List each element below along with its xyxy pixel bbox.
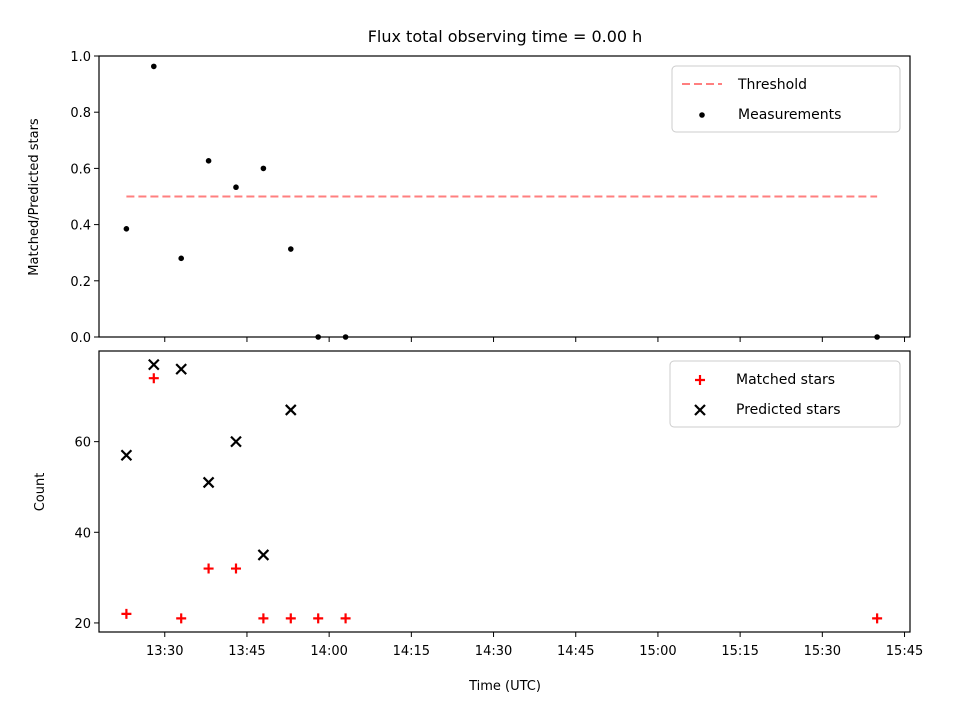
legend-entry: Predicted stars <box>736 402 841 418</box>
x-tick-label: 14:30 <box>475 644 512 659</box>
data-point <box>178 255 184 262</box>
legend-box <box>669 360 901 428</box>
x-tick-label: 14:15 <box>393 644 430 659</box>
data-point <box>285 404 297 416</box>
y-tick-label: 0.2 <box>70 275 91 290</box>
plot-frame <box>98 350 911 633</box>
data-point <box>874 334 880 340</box>
chart-title: Flux total observing time = 0.00 h <box>368 27 643 46</box>
legend-entry: Measurements <box>738 107 841 123</box>
data-point <box>150 63 157 70</box>
data-point <box>120 449 133 462</box>
y-tick-label: 1.0 <box>70 50 91 65</box>
y-tick-label: 0.0 <box>70 331 91 346</box>
legend-marker <box>695 375 705 385</box>
data-point <box>872 613 883 624</box>
x-tick-label: 15:15 <box>721 644 758 659</box>
data-point <box>148 358 160 371</box>
data-point <box>313 613 324 624</box>
data-point <box>340 613 351 624</box>
y-tick-label: 0.4 <box>70 219 91 234</box>
data-point <box>315 334 321 340</box>
data-point <box>342 334 349 340</box>
data-point <box>176 613 187 624</box>
data-point <box>257 549 270 561</box>
legend-entry: Matched stars <box>736 372 835 388</box>
legend-marker <box>694 404 706 416</box>
y-tick-label: 60 <box>74 436 91 451</box>
legend-box <box>671 65 901 133</box>
data-point <box>230 563 241 574</box>
y-tick-label: 20 <box>74 617 91 632</box>
data-point <box>287 246 294 252</box>
plot-frame <box>98 55 911 338</box>
x-tick-label: 13:45 <box>228 644 265 659</box>
x-tick-label: 14:00 <box>310 644 347 659</box>
data-point <box>260 165 267 172</box>
ratio-legend: Threshold Measurements <box>671 65 901 133</box>
ratio-panel: 0.0 0.2 0.4 0.6 0.8 1.0 <box>70 50 911 346</box>
x-tick-label: 15:30 <box>804 644 841 659</box>
legend-marker <box>699 112 705 118</box>
data-point <box>175 363 187 375</box>
data-point <box>205 158 212 164</box>
data-point <box>258 613 269 624</box>
data-point <box>233 184 239 191</box>
data-point <box>203 563 214 574</box>
data-point <box>202 476 215 489</box>
y-tick-label: 0.8 <box>70 106 91 121</box>
data-point <box>285 613 296 624</box>
x-tick-label: 13:30 <box>146 644 183 659</box>
data-point <box>121 608 132 619</box>
x-tick-label: 15:45 <box>886 644 923 659</box>
y-tick-label: 0.6 <box>70 162 91 177</box>
data-point <box>230 435 242 448</box>
x-tick-label: 15:00 <box>639 644 676 659</box>
ratio-y-axis-label: Matched/Predicted stars <box>27 118 42 276</box>
legend-entry: Threshold <box>737 77 807 93</box>
count-legend: Matched stars Predicted stars <box>669 360 901 428</box>
x-tick-label: 14:45 <box>557 644 594 659</box>
count-panel: 20 40 60 13:30 13:45 14:00 14:15 14:30 14:45 15:0… <box>74 350 923 659</box>
y-tick-label: 40 <box>74 526 91 541</box>
x-axis-label: Time (UTC) <box>468 679 541 694</box>
count-y-axis-label: Count <box>33 473 48 512</box>
data-point <box>123 226 130 232</box>
data-point <box>148 373 159 384</box>
